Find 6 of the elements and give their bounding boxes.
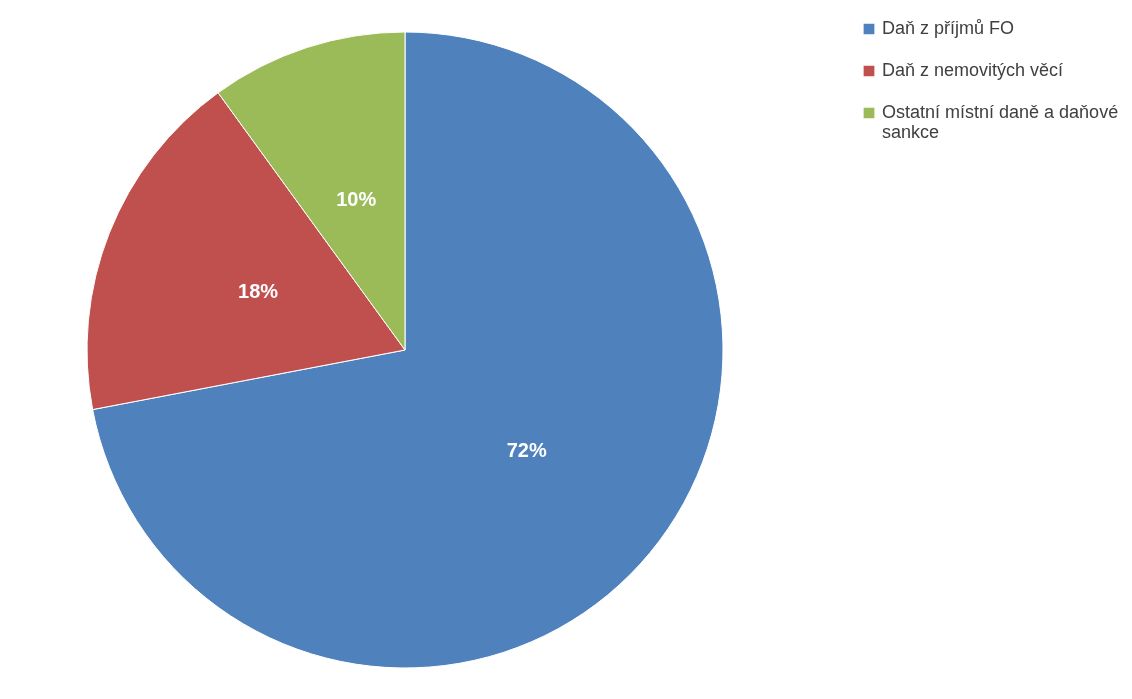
legend-label: Daň z příjmů FO (882, 18, 1015, 38)
legend-label: Ostatní místní daně a daňové sankce (882, 102, 1119, 142)
data-label: 72% (506, 438, 547, 461)
data-label: 18% (238, 279, 279, 302)
legend-label: Daň z nemovitých věcí (882, 60, 1064, 80)
data-label: 10% (336, 187, 377, 210)
